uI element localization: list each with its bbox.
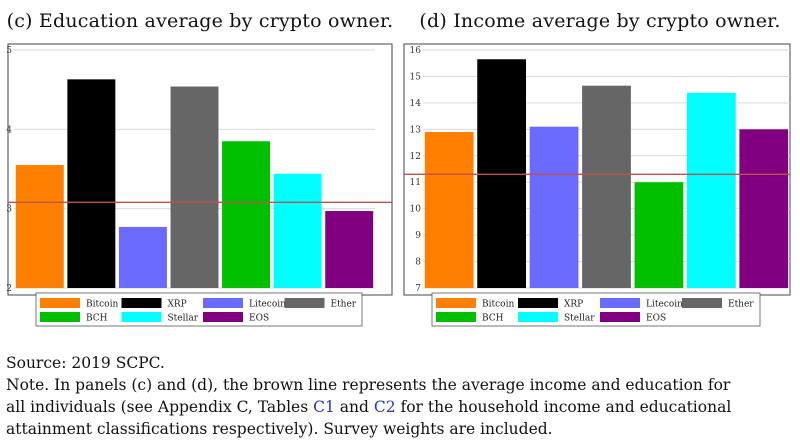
- bar: [170, 86, 219, 288]
- bar: [15, 165, 64, 288]
- bar: [325, 211, 374, 288]
- y-tick-label: 14: [410, 99, 422, 109]
- source-line: Source: 2019 SCPC.: [6, 354, 165, 372]
- bar: [67, 79, 116, 288]
- legend-swatch: [203, 312, 243, 322]
- legend-swatch: [284, 298, 325, 308]
- note-line-2: all individuals (see Appendix C, Tables …: [6, 396, 796, 418]
- legend-swatch: [600, 312, 640, 322]
- legend-swatch: [436, 312, 476, 322]
- table-ref-link[interactable]: C1: [313, 398, 335, 416]
- legend-label: XRP: [564, 300, 583, 310]
- legend-swatch: [40, 298, 80, 308]
- y-tick-label: 13: [410, 125, 422, 135]
- note-line-3: attainment classifications respectively)…: [6, 420, 553, 438]
- bar: [222, 141, 271, 288]
- income-bar-chart: 7 8 9 10 11 12 13 14 15 16 Bitcoin XRP Litecoin Ether…: [403, 43, 791, 327]
- panel-income: (d) Income average by crypto owner. 7 8 9 1…: [400, 0, 800, 340]
- note-text: all individuals (see Appendix C, Tables: [6, 398, 314, 416]
- chart-title: (c) Education average by crypto owner.: [6, 10, 394, 32]
- legend-swatch: [600, 298, 640, 308]
- legend-label: Litecoin: [646, 300, 683, 310]
- legend-swatch: [682, 298, 722, 308]
- legend-label: EOS: [249, 314, 269, 324]
- panel-education: (c) Education average by crypto owner. 2…: [0, 0, 400, 340]
- legend-label: Litecoin: [249, 300, 286, 310]
- y-tick-label: 12: [410, 152, 421, 162]
- note-text: and: [334, 398, 374, 416]
- legend-label: EOS: [646, 314, 666, 324]
- bar: [529, 126, 579, 288]
- y-tick-label: 11: [410, 178, 421, 188]
- legend-label: Ether: [728, 300, 754, 310]
- y-tick-label: 3: [6, 205, 12, 215]
- legend-label: Bitcoin: [482, 300, 514, 310]
- bar: [118, 226, 167, 288]
- legend-label: Bitcoin: [86, 300, 118, 310]
- legend-swatch: [40, 312, 80, 322]
- legend-swatch: [121, 312, 162, 322]
- legend-label: XRP: [168, 300, 187, 310]
- table-ref-link[interactable]: C2: [373, 398, 396, 416]
- legend-swatch: [518, 298, 558, 308]
- legend-swatch: [436, 298, 476, 308]
- y-tick-label: 8: [415, 258, 421, 268]
- bar: [634, 182, 684, 288]
- y-tick-label: 16: [410, 46, 422, 56]
- bar: [739, 129, 789, 288]
- legend-label: BCH: [86, 314, 108, 324]
- bar: [582, 85, 631, 288]
- bar: [424, 131, 474, 288]
- bar: [477, 59, 527, 288]
- legend-box: [35, 292, 363, 327]
- y-tick-label: 5: [6, 46, 12, 56]
- legend-label: Ether: [331, 300, 357, 310]
- legend-swatch: [518, 312, 558, 322]
- y-tick-label: 2: [6, 284, 12, 294]
- legend-label: Stellar: [168, 314, 199, 324]
- legend-label: BCH: [482, 314, 504, 324]
- note-text: for the household income and educational: [395, 398, 732, 416]
- legend-swatch: [203, 298, 243, 308]
- note-line-1: Note. In panels (c) and (d), the brown l…: [6, 376, 731, 394]
- y-tick-label: 15: [410, 72, 422, 82]
- y-tick-label: 9: [415, 231, 421, 241]
- y-tick-label: 4: [6, 125, 12, 135]
- chart-title: (d) Income average by crypto owner.: [419, 10, 781, 32]
- figure-note: Source: 2019 SCPC. Note. In panels (c) a…: [6, 352, 796, 440]
- legend-swatch: [121, 298, 162, 308]
- education-bar-chart: 2 3 4 5 Bitcoin XRP Litecoin Ether BCH Stellar EOS: [6, 43, 393, 327]
- legend-label: Stellar: [564, 314, 595, 324]
- y-tick-label: 10: [410, 205, 422, 215]
- bar: [686, 92, 736, 288]
- bar: [273, 173, 322, 288]
- y-tick-label: 7: [415, 284, 421, 294]
